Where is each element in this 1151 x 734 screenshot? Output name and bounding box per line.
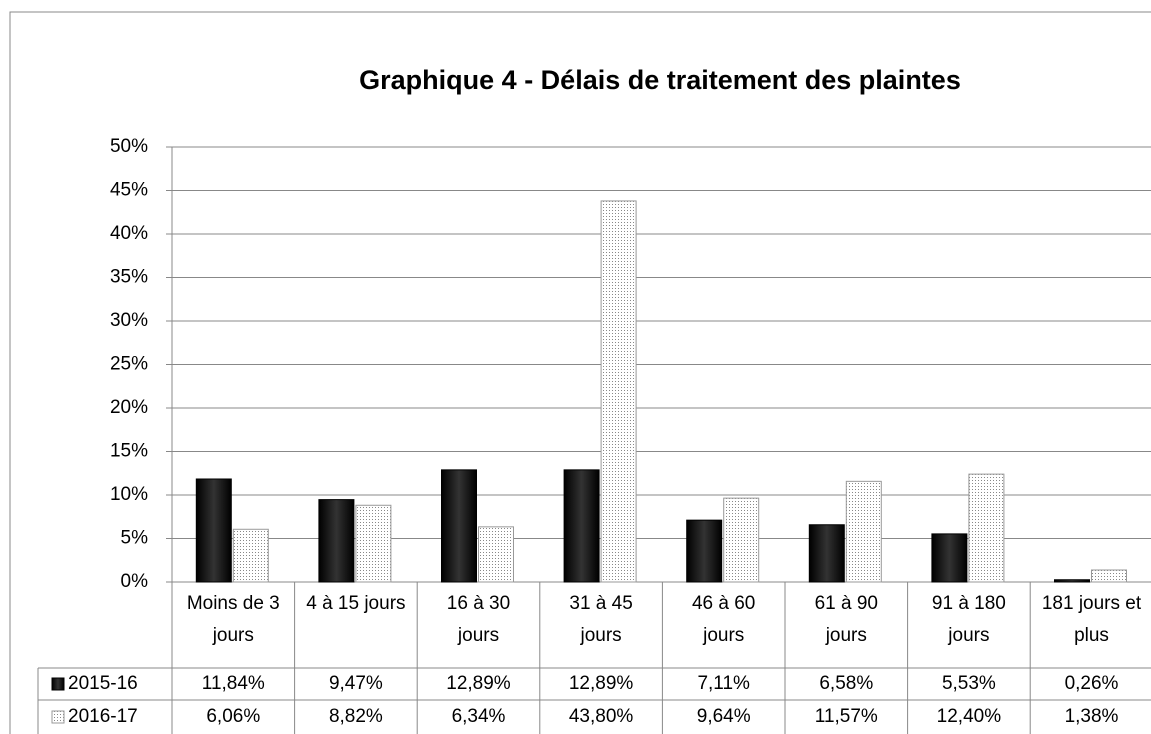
x-tick-label: 91 à 180 jours [931,593,1006,646]
y-tick-label: 0% [121,571,149,592]
bar [845,480,882,583]
bar [563,469,600,583]
x-tick-label: 31 à 45 jours [569,593,633,646]
table-value: 12,89% [446,673,511,694]
y-tick-label: 25% [110,354,148,375]
y-tick-label: 20% [110,397,148,418]
y-tick-label: 30% [110,310,148,331]
y-tick-label: 15% [110,441,148,462]
chart-frame [9,11,1151,734]
table-value: 8,82% [329,706,383,727]
bar [808,524,845,583]
bar [441,469,477,583]
bar [478,526,514,583]
bar [968,473,1005,583]
legend-label: 2016-17 [68,706,138,727]
bar [686,519,723,583]
bar [318,499,355,583]
x-tick-label: 181 jours et plus [1041,593,1142,646]
y-tick-label: 10% [110,484,148,505]
y-tick-label: 50% [110,136,148,157]
bar [723,497,760,583]
y-tick-label: 35% [110,267,148,288]
chart-title: Graphique 4 - Délais de traitement des p… [359,65,961,95]
bar [195,478,232,583]
table-value: 12,40% [937,706,1002,727]
table-value: 6,34% [452,706,506,727]
table-value: 6,58% [819,673,873,694]
legend-key [51,710,65,724]
y-tick-label: 45% [110,180,148,201]
bar [931,533,968,583]
x-tick-label: 61 à 90 jours [814,593,878,646]
table-value: 0,26% [1065,673,1119,694]
table-value: 9,64% [697,706,751,727]
x-tick-label: 46 à 60 jours [691,593,756,646]
legend-key [51,677,65,691]
table-value: 9,47% [329,673,383,694]
x-tick-label: Moins de 3 jours [186,593,280,646]
bar [232,528,269,583]
table-value: 11,57% [815,706,878,727]
x-tick-label: 16 à 30 jours [446,593,511,646]
table-value: 5,53% [942,673,996,694]
bar [600,200,637,583]
bar [1091,569,1127,583]
table-value: 43,80% [569,706,634,727]
y-tick-label: 40% [110,223,148,244]
legend-label: 2015-16 [68,673,138,694]
table-value: 1,38% [1065,706,1119,727]
table-value: 12,89% [569,673,634,694]
bar [355,504,392,583]
table-value: 11,84% [202,673,265,694]
table-value: 6,06% [206,706,260,727]
y-tick-label: 5% [121,528,149,549]
table-value: 7,11% [697,673,750,694]
bar [1054,579,1090,583]
x-tick-label: 4 à 15 jours [306,593,406,614]
